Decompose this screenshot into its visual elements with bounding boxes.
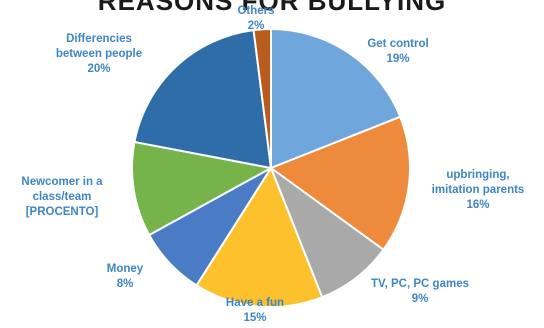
slice-label-value: 15% [243,312,267,324]
slice-label-4: Money 8% [45,262,205,292]
slice-label-name: Others [237,5,275,17]
pie-slice-3 [195,165,324,308]
slice-label-name: TV, PC, PC games [370,278,469,290]
slice-label-value: 19% [386,53,410,65]
slice-label-name: Have a fun [225,297,285,309]
pie-slice-6 [133,28,273,170]
slice-label-name: Money [106,263,144,275]
slice-label-1: upbringing, imitation parents 16% [398,168,544,213]
pie-slice-2 [268,165,385,299]
slice-label-name: upbringing, imitation parents [431,168,525,196]
slice-label-value: 20% [87,62,111,75]
slice-label-5: Newcomer in a class/team [PROCENTO] [0,175,142,220]
pie-slice-5 [131,140,274,237]
slice-label-value: 8% [116,278,134,290]
slice-label-2: TV, PC, PC games 9% [340,277,500,307]
pie-slice-1 [268,115,411,252]
slice-label-value: 9% [411,293,429,305]
slice-label-value: 16% [466,198,490,211]
pie-slice-0 [270,27,402,170]
slice-label-6: Differencies between people 20% [19,32,179,77]
slice-label-0: Get control 19% [318,37,478,67]
slice-label-name: Differencies between people [55,32,143,60]
slice-label-3: Have a fun 15% [175,296,335,326]
slice-label-7: Others 2% [176,4,336,34]
slice-label-name: Get control [367,38,429,50]
chart-title: REASONS FOR BULLYING [97,0,447,16]
slice-label-value: 2% [247,20,265,32]
slice-label-name: Newcomer in a class/team [PROCENTO] [21,175,103,218]
pie-slice-7 [252,27,272,169]
